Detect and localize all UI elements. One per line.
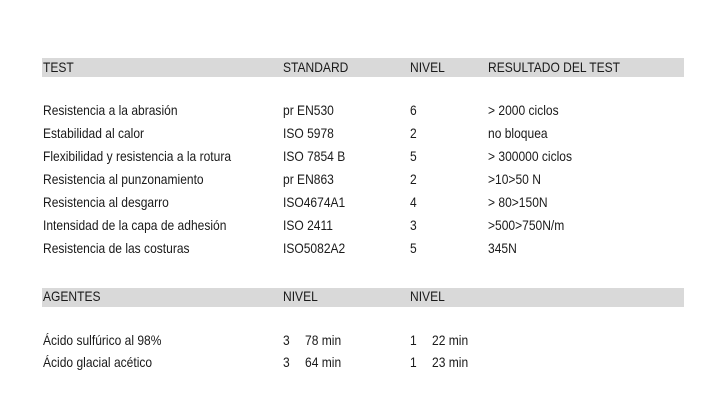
tests-cell: Resistencia al desgarro xyxy=(43,194,169,210)
tests-cell: >500>750N/m xyxy=(488,217,565,233)
tests-cell: 6 xyxy=(410,102,417,118)
tests-cell: Estabilidad al calor xyxy=(43,125,145,141)
agents-header-cell: NIVEL xyxy=(283,288,318,304)
agents-header-cell: NIVEL xyxy=(410,288,445,304)
agents-cell: 23 min xyxy=(432,354,469,370)
tests-cell: ISO5082A2 xyxy=(283,240,346,256)
tests-cell: ISO 2411 xyxy=(283,217,333,233)
tests-cell: 2 xyxy=(410,125,417,141)
agents-cell: 3 xyxy=(283,354,290,370)
tests-cell: ISO4674A1 xyxy=(283,194,346,210)
agents-cell: 1 xyxy=(410,332,417,348)
tests-cell: Resistencia a la abrasión xyxy=(43,102,178,118)
tests-header-cell: RESULTADO DEL TEST xyxy=(488,59,621,75)
tests-cell: pr EN863 xyxy=(283,171,334,187)
agents-header-bar xyxy=(42,288,684,307)
agents-cell: 64 min xyxy=(305,354,342,370)
tests-cell: 5 xyxy=(410,240,417,256)
agents-cell: 3 xyxy=(283,332,290,348)
tests-header-cell: TEST xyxy=(43,59,74,75)
agents-cell: Ácido glacial acético xyxy=(43,354,153,370)
tests-cell: pr EN530 xyxy=(283,102,334,118)
tests-cell: 2 xyxy=(410,171,417,187)
tests-cell: > 80>150N xyxy=(488,194,548,210)
tests-cell: 4 xyxy=(410,194,417,210)
tests-header-bar xyxy=(42,58,684,77)
agents-cell: 22 min xyxy=(432,332,469,348)
tests-cell: ISO 7854 B xyxy=(283,148,346,164)
tests-cell: >10>50 N xyxy=(488,171,541,187)
tests-cell: > 300000 ciclos xyxy=(488,148,573,164)
tests-cell: Flexibilidad y resistencia a la rotura xyxy=(43,148,232,164)
tests-cell: > 2000 ciclos xyxy=(488,102,559,118)
agents-cell: 1 xyxy=(410,354,417,370)
tests-cell: Resistencia de las costuras xyxy=(43,240,190,256)
tests-cell: Intensidad de la capa de adhesión xyxy=(43,217,227,233)
tests-cell: Resistencia al punzonamiento xyxy=(43,171,204,187)
tests-cell: ISO 5978 xyxy=(283,125,334,141)
tests-cell: 3 xyxy=(410,217,417,233)
tests-header-cell: NIVEL xyxy=(410,59,445,75)
tests-header-cell: STANDARD xyxy=(283,59,349,75)
tests-cell: no bloquea xyxy=(488,125,548,141)
tests-cell: 5 xyxy=(410,148,417,164)
agents-cell: Ácido sulfúrico al 98% xyxy=(43,332,162,348)
agents-header-cell: AGENTES xyxy=(43,288,101,304)
agents-cell: 78 min xyxy=(305,332,342,348)
tests-cell: 345N xyxy=(488,240,517,256)
